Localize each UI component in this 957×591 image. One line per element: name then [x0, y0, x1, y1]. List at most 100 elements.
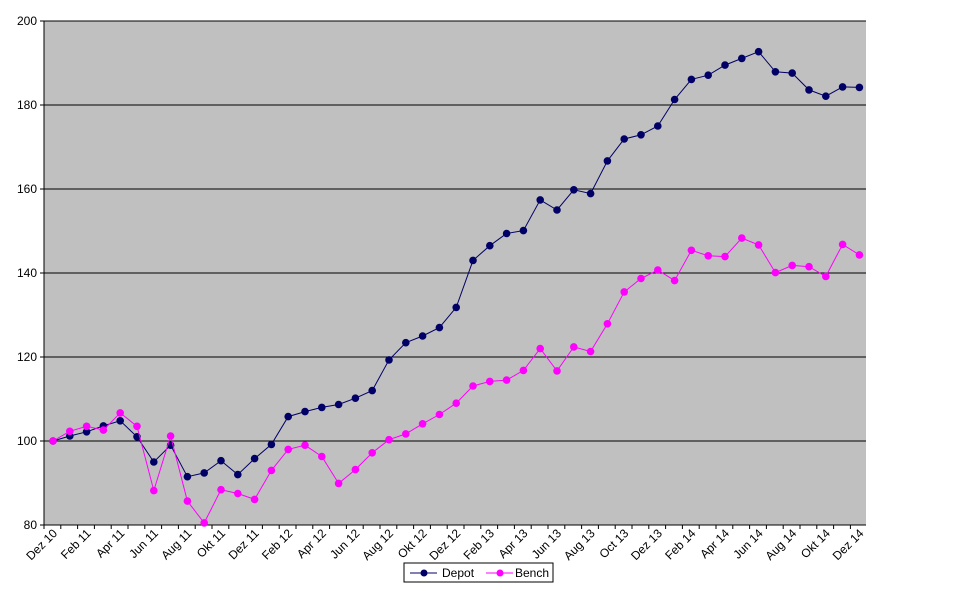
data-point-depot: [452, 303, 461, 312]
x-tick-label: Apr 11: [93, 526, 128, 561]
y-tick-label: 160: [17, 182, 37, 196]
legend: Depot Bench: [403, 562, 554, 583]
legend-bench-label: Bench: [515, 566, 549, 580]
data-point-bench: [570, 343, 578, 351]
legend-depot-label: Depot: [442, 566, 475, 580]
x-tick-label: Apr 12: [294, 526, 329, 561]
data-point-depot: [217, 456, 225, 465]
data-point-bench: [267, 466, 276, 475]
data-point-bench: [250, 495, 259, 504]
x-tick-label: Dez 12: [427, 526, 464, 563]
x-tick-label: Aug 14: [763, 526, 800, 563]
data-point-depot: [82, 428, 91, 436]
data-point-bench: [49, 437, 57, 445]
data-point-depot: [805, 86, 813, 94]
x-tick-label: Okt 12: [395, 526, 430, 561]
data-point-depot: [334, 400, 343, 409]
data-point-bench: [586, 347, 595, 356]
data-point-bench: [435, 410, 444, 419]
data-point-bench: [385, 435, 393, 444]
data-point-depot: [536, 196, 544, 204]
data-point-bench: [334, 479, 343, 488]
x-tick-label: Jun 11: [126, 526, 161, 561]
data-point-depot: [687, 75, 696, 84]
data-point-depot: [301, 407, 309, 416]
y-tick-label: 200: [17, 14, 37, 28]
data-point-depot: [351, 394, 360, 403]
data-point-depot: [267, 440, 276, 449]
data-point-depot: [670, 95, 679, 104]
x-tick-label: Dez 11: [226, 526, 262, 562]
y-tick-label: 100: [17, 434, 37, 448]
data-point-bench: [805, 262, 813, 271]
data-point-depot: [738, 54, 746, 63]
x-tick-label: Aug 12: [359, 526, 396, 563]
data-point-depot: [183, 472, 192, 481]
y-tick-label: 140: [17, 266, 37, 280]
data-point-bench: [66, 427, 74, 436]
data-point-bench: [620, 288, 628, 296]
y-tick-label: 80: [24, 518, 38, 532]
x-tick-label: Feb 11: [58, 526, 94, 562]
data-point-depot: [654, 122, 662, 130]
x-tick-label: Aug 13: [561, 526, 598, 563]
data-point-depot: [721, 61, 729, 69]
data-point-bench: [738, 234, 746, 242]
data-point-depot: [519, 226, 528, 235]
data-point-bench: [301, 441, 309, 450]
y-tick-label: 180: [17, 98, 37, 112]
data-point-depot: [838, 83, 847, 91]
data-point-depot: [234, 470, 242, 479]
gridlines: [44, 20, 866, 442]
data-point-depot: [586, 189, 595, 198]
x-tick-label: Oct 13: [596, 526, 631, 561]
data-point-depot: [469, 256, 477, 265]
x-tick-label: Feb 14: [662, 526, 699, 563]
x-tick-label: Dez 13: [628, 526, 665, 563]
data-point-depot: [418, 332, 427, 340]
data-point-bench: [116, 409, 124, 417]
data-point-depot: [754, 47, 763, 56]
y-axis-ticks: 80 100 120 140 160 180 200: [17, 14, 44, 532]
data-point-depot: [603, 157, 612, 165]
data-point-bench: [234, 489, 242, 498]
data-point-depot: [318, 403, 326, 412]
data-point-depot: [620, 135, 628, 143]
data-point-depot: [788, 69, 796, 77]
data-point-bench: [486, 377, 494, 386]
data-point-bench: [82, 422, 91, 431]
x-tick-label: Jun 12: [327, 526, 363, 562]
data-point-depot: [771, 68, 780, 76]
data-point-bench: [452, 399, 461, 408]
data-point-bench: [687, 246, 696, 255]
data-point-bench: [402, 430, 410, 438]
data-point-bench: [822, 272, 830, 281]
data-point-bench: [469, 382, 477, 390]
data-point-bench: [855, 251, 864, 259]
data-point-bench: [704, 252, 712, 260]
data-point-depot: [116, 417, 124, 425]
data-point-depot: [150, 458, 158, 466]
data-point-depot: [486, 241, 494, 250]
data-point-depot: [385, 356, 393, 364]
data-point-bench: [318, 452, 326, 461]
data-point-bench: [99, 426, 108, 434]
data-point-depot: [368, 386, 377, 395]
data-point-depot: [553, 206, 561, 214]
data-point-bench: [771, 268, 780, 277]
x-tick-label: Apr 14: [697, 526, 732, 561]
data-point-bench: [721, 252, 729, 261]
data-point-bench: [654, 266, 662, 274]
data-point-bench: [351, 465, 360, 474]
x-tick-label: Jun 14: [730, 526, 766, 562]
data-point-bench: [637, 274, 645, 283]
data-point-bench: [670, 276, 679, 285]
data-point-bench: [603, 320, 612, 328]
data-point-bench: [133, 422, 141, 431]
x-tick-label: Feb 12: [259, 526, 296, 563]
data-point-bench: [217, 485, 225, 494]
data-point-depot: [822, 92, 830, 100]
legend-box: [403, 562, 554, 583]
legend-depot-marker: [420, 569, 428, 577]
